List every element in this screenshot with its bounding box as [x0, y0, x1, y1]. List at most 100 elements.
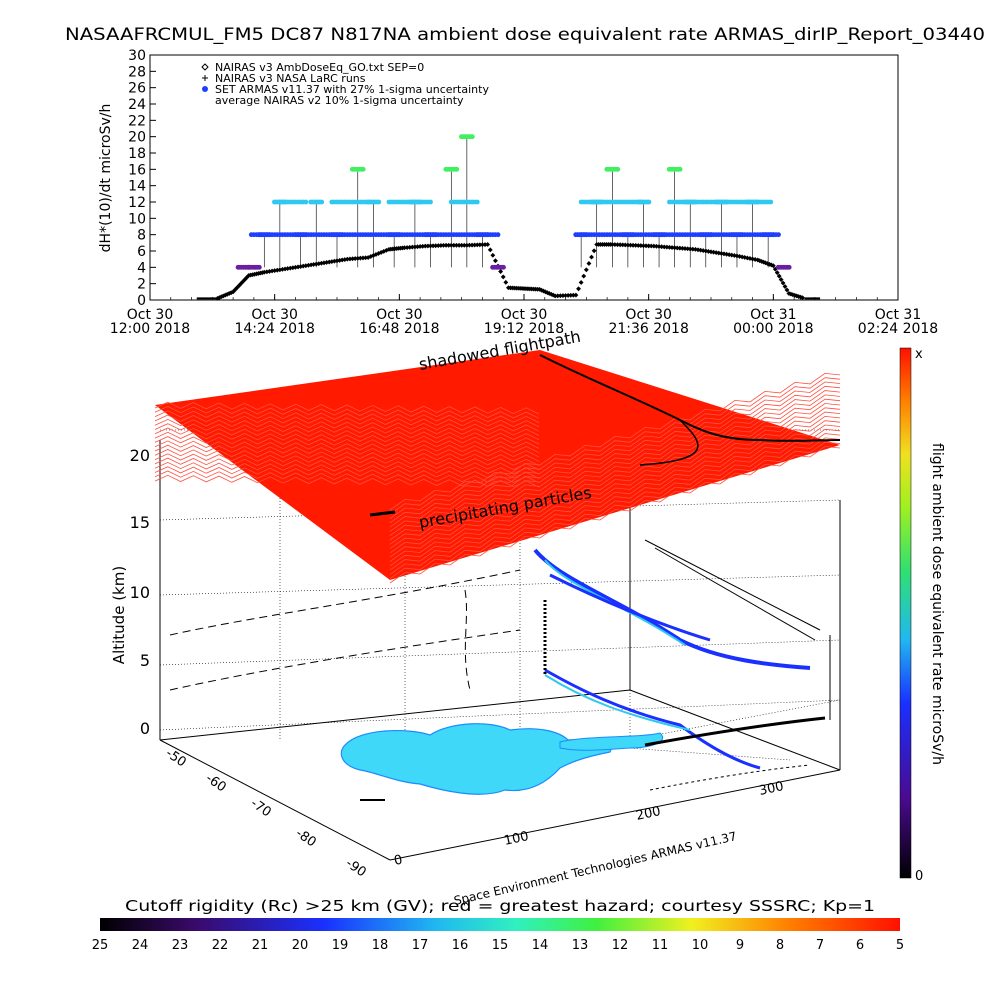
nairas-point	[591, 248, 597, 254]
x-tick-date: Oct 30	[251, 307, 297, 323]
armas-point	[376, 199, 382, 205]
latitude-ticks: -50 -60 -70 -80 -90	[163, 746, 369, 880]
armas-point	[474, 199, 480, 205]
particle-layer-edge	[154, 406, 540, 419]
latitude-tick-label: -70	[248, 796, 274, 820]
dose-colorbar-label: flight ambient dose equivalent rate micr…	[929, 443, 945, 765]
cutoff-rigidity-tick-label: 23	[172, 938, 189, 953]
nairas-point	[581, 273, 587, 279]
altitude-label: Altitude (km)	[110, 566, 128, 664]
y-tick-label: 8	[137, 228, 146, 244]
armas-point	[303, 199, 309, 205]
perspective-plot: 0 5 10 15 20 -50 -60 -70 -80 -90 0 100 200 300 Alti…	[110, 327, 841, 908]
landmass	[340, 723, 663, 795]
particle-layer-edge	[154, 453, 540, 466]
particle-layer-edge	[154, 449, 540, 462]
particle-layer-edge	[154, 410, 540, 423]
y-tick-label: 14	[128, 179, 146, 195]
y-tick-label: 20	[128, 130, 146, 146]
particle-layer-edge	[389, 441, 841, 580]
y-tick-label: 4	[137, 260, 146, 276]
particle-layer-edge	[154, 444, 540, 458]
altitude-tick-label: 10	[130, 583, 150, 602]
nairas-point	[800, 295, 805, 301]
cutoff-rigidity-tick-label: 15	[492, 938, 509, 953]
cutoff-rigidity-tick-label: 19	[332, 938, 349, 953]
particle-layer-edge	[389, 428, 841, 567]
nairas-point	[776, 273, 782, 279]
particle-layer-edge	[154, 414, 540, 428]
particle-layer-edge	[389, 437, 841, 575]
armas-point	[501, 264, 506, 270]
nairas-point	[487, 247, 493, 253]
legend-entry: SET ARMAS v11.37 with 27% 1-sigma uncert…	[215, 83, 489, 96]
cutoff-rigidity-ticks: 25 24 23 22 21 20 19 18 17 16 15 14 13 12 11 10 9 8 7 6 5	[92, 938, 904, 953]
x-tick-date: Oct 31	[875, 307, 921, 323]
y-tick-label: 30	[128, 48, 146, 64]
nairas-point	[744, 255, 750, 261]
nairas-series	[196, 242, 821, 301]
altitude-tick-label: 20	[130, 446, 150, 465]
x-tick-date: Oct 30	[625, 307, 671, 323]
particle-layer-edge	[154, 457, 540, 471]
altitude-tick-label: 5	[140, 651, 150, 670]
longitude-tick-label: 100	[503, 829, 530, 849]
y-tick-label: 16	[128, 162, 146, 178]
armas-point	[360, 166, 366, 172]
armas-point	[638, 199, 644, 205]
longitude-ticks: 0 100 200 300	[393, 779, 785, 869]
particle-layer-edge	[154, 427, 540, 441]
particle-layer-edge	[389, 433, 841, 571]
nairas-point	[583, 267, 589, 273]
armas-point	[428, 199, 433, 205]
altitude-tick-label: 15	[130, 513, 150, 532]
y-tick-label: 0	[137, 293, 146, 309]
armas-point	[469, 134, 475, 140]
particle-layer-edge	[389, 424, 841, 562]
cutoff-rigidity-tick-label: 7	[816, 938, 824, 953]
nairas-point	[573, 292, 579, 298]
particle-layer-edge	[154, 474, 540, 488]
cutoff-rigidity-caption: Cutoff rigidity (Rc) >25 km (GV); red = …	[125, 897, 875, 915]
particle-layer-edge	[389, 394, 841, 532]
flight-tracks	[169, 539, 831, 801]
latitude-tick-label: -50	[163, 746, 189, 770]
cutoff-rigidity-tick-label: 6	[856, 938, 864, 953]
nairas-point	[752, 257, 758, 262]
particle-layer-edge	[154, 431, 540, 445]
particle-layer-edge	[389, 415, 841, 554]
y-tick-label: 18	[128, 146, 146, 162]
armas-point	[615, 166, 621, 172]
dose-colorbar-top: x	[915, 347, 923, 362]
cutoff-rigidity-tick-label: 5	[896, 938, 904, 953]
longitude-tick-label: 0	[393, 853, 404, 869]
nairas-point	[578, 280, 584, 285]
y-tick-label: 26	[128, 81, 146, 97]
legend-plus-icon	[202, 75, 208, 81]
particle-layer-edge	[154, 440, 540, 454]
x-tick-date: Oct 30	[127, 307, 173, 323]
particle-layer-edge	[389, 403, 841, 541]
cutoff-rigidity-tick-label: 9	[736, 938, 744, 953]
nairas-point	[498, 269, 504, 274]
cutoff-rigidity-tick-label: 21	[252, 938, 269, 953]
y-tick-label: 2	[137, 277, 146, 293]
latitude-tick-label: -90	[343, 856, 369, 880]
longitude-tick-label: 300	[758, 779, 785, 799]
cutoff-rigidity-tick-label: 11	[652, 938, 669, 953]
y-tick-label: 28	[128, 64, 146, 80]
legend-bluedot-icon	[202, 86, 208, 92]
cutoff-rigidity-scale	[100, 918, 900, 931]
nairas-point	[589, 254, 594, 260]
x-tick-time: 16:48 2018	[359, 321, 439, 337]
particle-layer-edge	[389, 420, 841, 558]
y-tick-label: 12	[128, 195, 146, 211]
x-tick-date: Oct 31	[750, 307, 796, 323]
armas-point	[365, 199, 371, 205]
particle-layer-edge	[389, 446, 841, 584]
x-tick-date: Oct 30	[376, 307, 422, 323]
altitude-tick-label: 0	[140, 719, 150, 738]
y-tick-label: 22	[128, 113, 146, 129]
